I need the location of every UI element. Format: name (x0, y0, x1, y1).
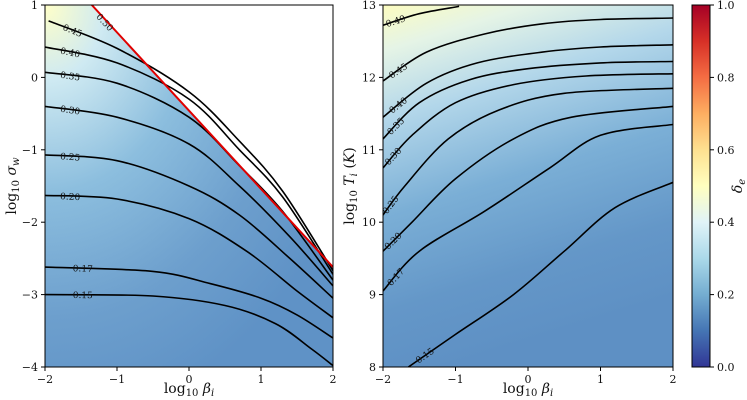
right-contour-0.49 (383, 5, 460, 27)
colorbar-gradient (691, 4, 711, 368)
left-contour-0.17 (45, 266, 333, 339)
colorbar-tick-label: 0.4 (717, 216, 735, 229)
left-x-tick-label: −2 (37, 373, 53, 386)
left-contour-0.45 (48, 20, 333, 272)
left-y-tick-label: −1 (22, 144, 38, 157)
colorbar-label: δe (730, 179, 747, 193)
left-y-tick-label: −3 (22, 289, 38, 302)
left-contour-label-0.40: 0.40 (59, 46, 81, 60)
left-critical-line (91, 5, 333, 268)
left-contour-label-0.25: 0.25 (60, 152, 81, 164)
right-heatmap-fill (383, 5, 673, 367)
right-contour-0.40 (383, 44, 673, 118)
left-x-tick-label: 0 (186, 373, 193, 386)
right-contour-0.30 (383, 73, 673, 169)
left-contour-0.30 (45, 105, 333, 287)
right-y-tick-label: 8 (369, 361, 376, 374)
left-contour-label-0.30: 0.30 (59, 105, 81, 118)
right-x-tick-label: 2 (670, 373, 677, 386)
right-y-tick-label: 9 (369, 289, 376, 302)
left-y-tick-label: −2 (22, 216, 38, 229)
left-contour-0.25 (45, 154, 333, 299)
right-x-axis-label: log10 βi (503, 381, 553, 399)
left-contour-label-0.15: 0.15 (73, 291, 93, 301)
left-x-tick-label: −1 (109, 373, 125, 386)
left-panel: 0.150.170.200.250.300.350.400.45 0.50 −2… (4, 0, 337, 399)
left-x-tick-label: 2 (330, 373, 337, 386)
left-x-axis-label: log10 βi (164, 381, 214, 399)
right-x-tick-label: −1 (447, 373, 463, 386)
colorbar: 0.0 0.2 0.4 0.6 0.8 1.0 δe (691, 0, 747, 374)
left-y-tick-label: 0 (31, 71, 38, 84)
left-contour-label-0.17: 0.17 (73, 264, 94, 275)
colorbar-tick-label: 0.0 (717, 361, 735, 374)
right-x-tick-label: 0 (525, 373, 532, 386)
left-contour-0.40 (45, 46, 333, 275)
right-contour-0.35 (383, 60, 673, 140)
colorbar-tick-label: 0.8 (717, 71, 735, 84)
left-x-tick-label: 1 (258, 373, 265, 386)
right-contour-0.17 (383, 123, 673, 292)
right-y-tick-label: 11 (362, 144, 376, 157)
right-contour-lines (383, 5, 673, 367)
left-y-tick-label: 1 (31, 0, 38, 12)
right-contour-0.45 (383, 17, 673, 82)
right-x-tick-label: −2 (375, 373, 391, 386)
left-contour-label-0.35: 0.35 (59, 71, 81, 84)
right-contour-0.20 (383, 105, 673, 252)
right-x-tick-label: 1 (597, 373, 604, 386)
left-contour-0.15 (45, 293, 333, 367)
right-contour-0.15 (407, 181, 673, 367)
right-y-axis-label: log10 Ti (K) (342, 147, 360, 224)
right-y-tick-label: 12 (362, 71, 376, 84)
left-y-axis-label: log10 σw (4, 157, 22, 215)
right-y-tick-label: 10 (362, 216, 376, 229)
colorbar-tick-label: 0.2 (717, 289, 735, 302)
right-y-tick-label: 13 (362, 0, 376, 12)
right-contour-0.25 (383, 87, 673, 216)
left-contour-label-0.20: 0.20 (60, 192, 81, 203)
left-contour-0.20 (45, 194, 333, 319)
colorbar-tick-label: 1.0 (717, 0, 735, 12)
colorbar-tick-label: 0.6 (717, 144, 735, 157)
right-panel: 0.150.170.200.250.300.350.400.450.49 −2−… (342, 0, 677, 399)
left-y-tick-label: −4 (22, 361, 38, 374)
